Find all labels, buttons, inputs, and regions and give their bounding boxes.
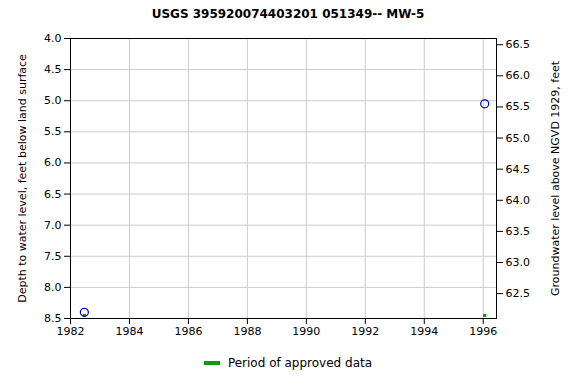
svg-text:63.0: 63.0	[506, 256, 531, 269]
html-text:Period of approved data: Period of approved data	[227, 356, 373, 370]
svg-text:6.5: 6.5	[44, 188, 62, 201]
svg-text:8.5: 8.5	[44, 312, 62, 325]
svg-text:Groundwater level above NGVD 1: Groundwater level above NGVD 1929, feet	[549, 60, 562, 296]
svg-text:65.5: 65.5	[506, 100, 531, 113]
svg-text:5.5: 5.5	[44, 125, 62, 138]
svg-text:1992: 1992	[351, 325, 379, 338]
svg-text:7.0: 7.0	[44, 219, 62, 232]
svg-text:1990: 1990	[292, 325, 320, 338]
svg-text:65.0: 65.0	[506, 132, 531, 145]
svg-text:1984: 1984	[115, 325, 143, 338]
svg-text:1986: 1986	[174, 325, 202, 338]
svg-text:64.0: 64.0	[506, 194, 531, 207]
svg-text:1996: 1996	[469, 325, 497, 338]
svg-text:1994: 1994	[410, 325, 438, 338]
svg-text:4.0: 4.0	[44, 32, 62, 45]
svg-text:5.0: 5.0	[44, 94, 62, 107]
html-text:USGS 395920074403201 051349--: USGS 395920074403201 051349-- MW-5	[151, 7, 425, 21]
svg-text:66.0: 66.0	[506, 69, 531, 82]
svg-text:1988: 1988	[233, 325, 261, 338]
svg-text:Depth to water level, feet bel: Depth to water level, feet below land su…	[16, 54, 29, 303]
svg-text:1982: 1982	[57, 325, 85, 338]
svg-text:7.5: 7.5	[44, 250, 62, 263]
svg-text:8.0: 8.0	[44, 281, 62, 294]
svg-text:64.5: 64.5	[506, 163, 531, 176]
svg-text:66.5: 66.5	[506, 38, 531, 51]
svg-text:63.5: 63.5	[506, 225, 531, 238]
svg-text:6.0: 6.0	[44, 156, 62, 169]
svg-text:4.5: 4.5	[44, 63, 62, 76]
svg-text:62.5: 62.5	[506, 287, 531, 300]
